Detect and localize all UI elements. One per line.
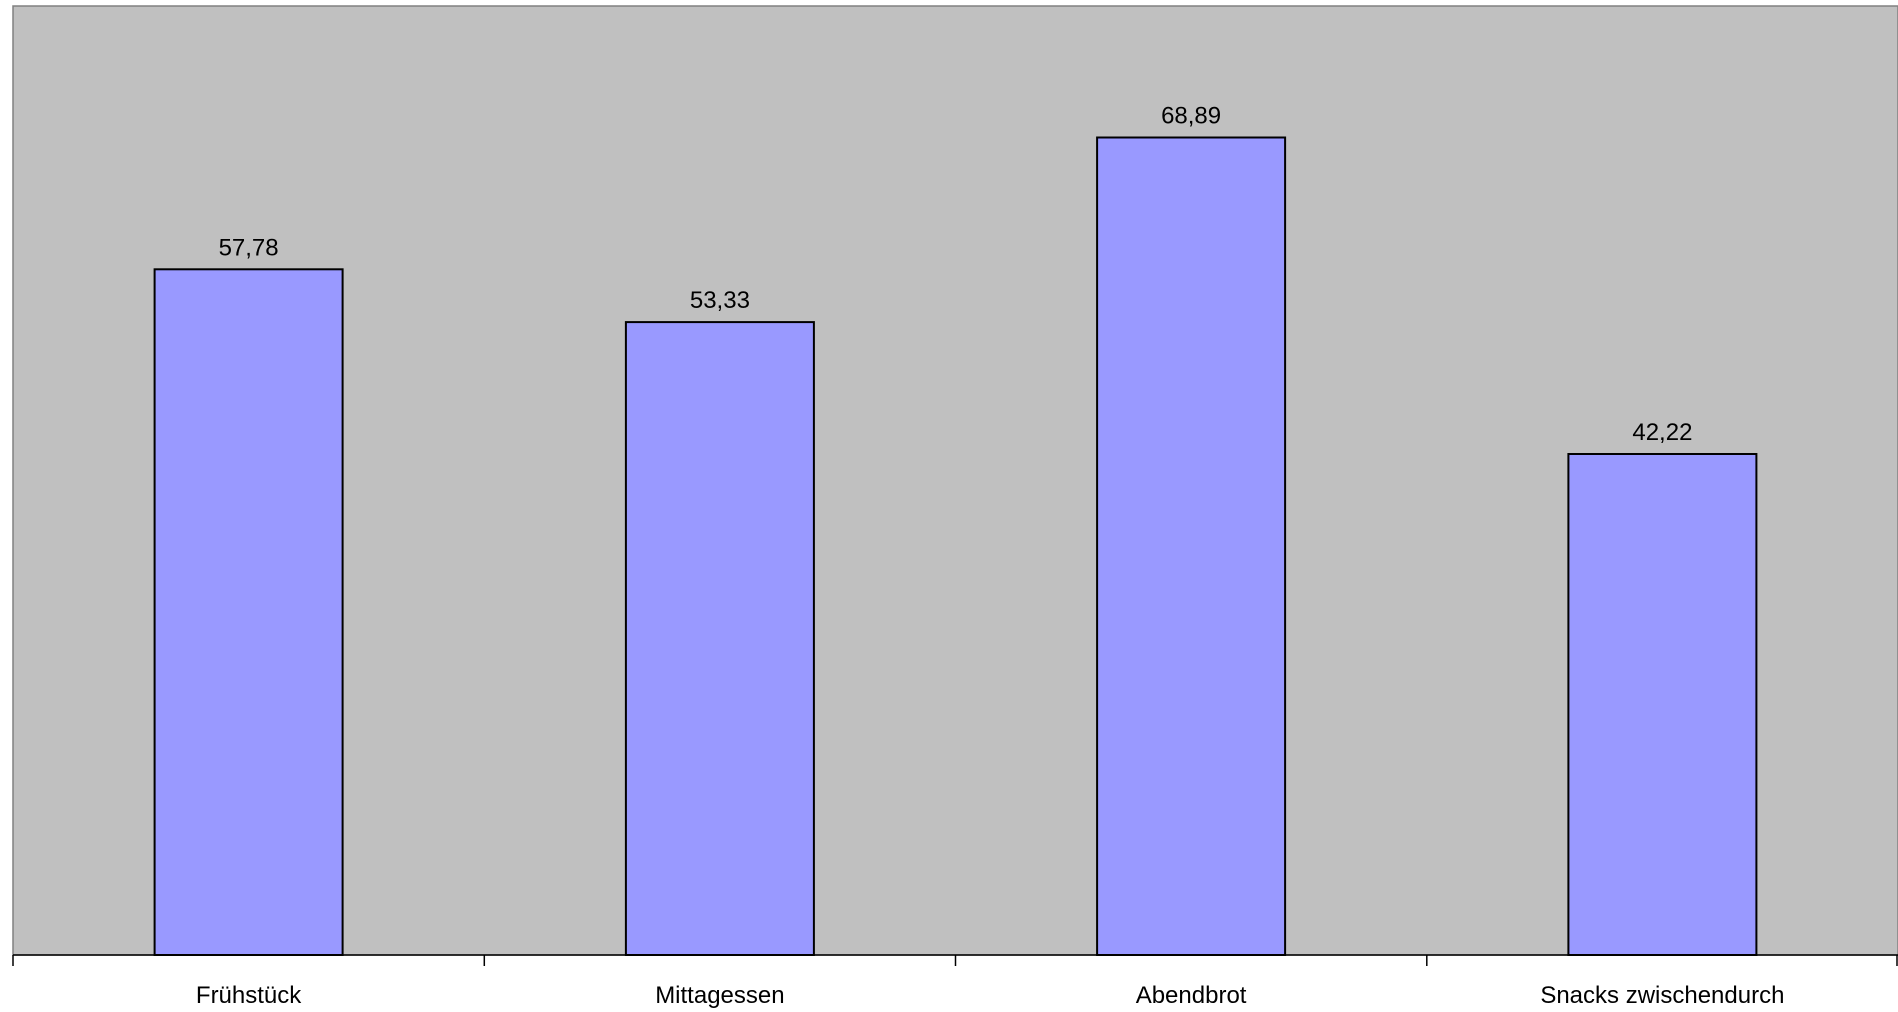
x-axis-tick-labels: Frühstück Mittagessen Abendbrot Snacks zwis… (196, 982, 1785, 1009)
bar-2 (624, 321, 815, 957)
x-tick-label-4: Snacks zwischendurch (1540, 982, 1784, 1009)
bars-group (153, 136, 1758, 957)
data-label-3: 68,89 (1161, 103, 1221, 130)
data-label-4: 42,22 (1632, 419, 1692, 446)
data-label-2: 53,33 (690, 287, 750, 314)
bar-3 (1096, 136, 1287, 956)
bar-4 (1567, 453, 1758, 956)
data-labels-group: 57,78 53,33 68,89 42,22 (219, 103, 1693, 447)
x-tick-label-2: Mittagessen (655, 982, 784, 1009)
bar-1 (153, 268, 344, 956)
x-tick-label-3: Abendbrot (1136, 982, 1247, 1009)
x-tick-label-1: Frühstück (196, 982, 302, 1009)
data-label-1: 57,78 (219, 234, 279, 261)
x-axis-ticks (12, 955, 1898, 966)
